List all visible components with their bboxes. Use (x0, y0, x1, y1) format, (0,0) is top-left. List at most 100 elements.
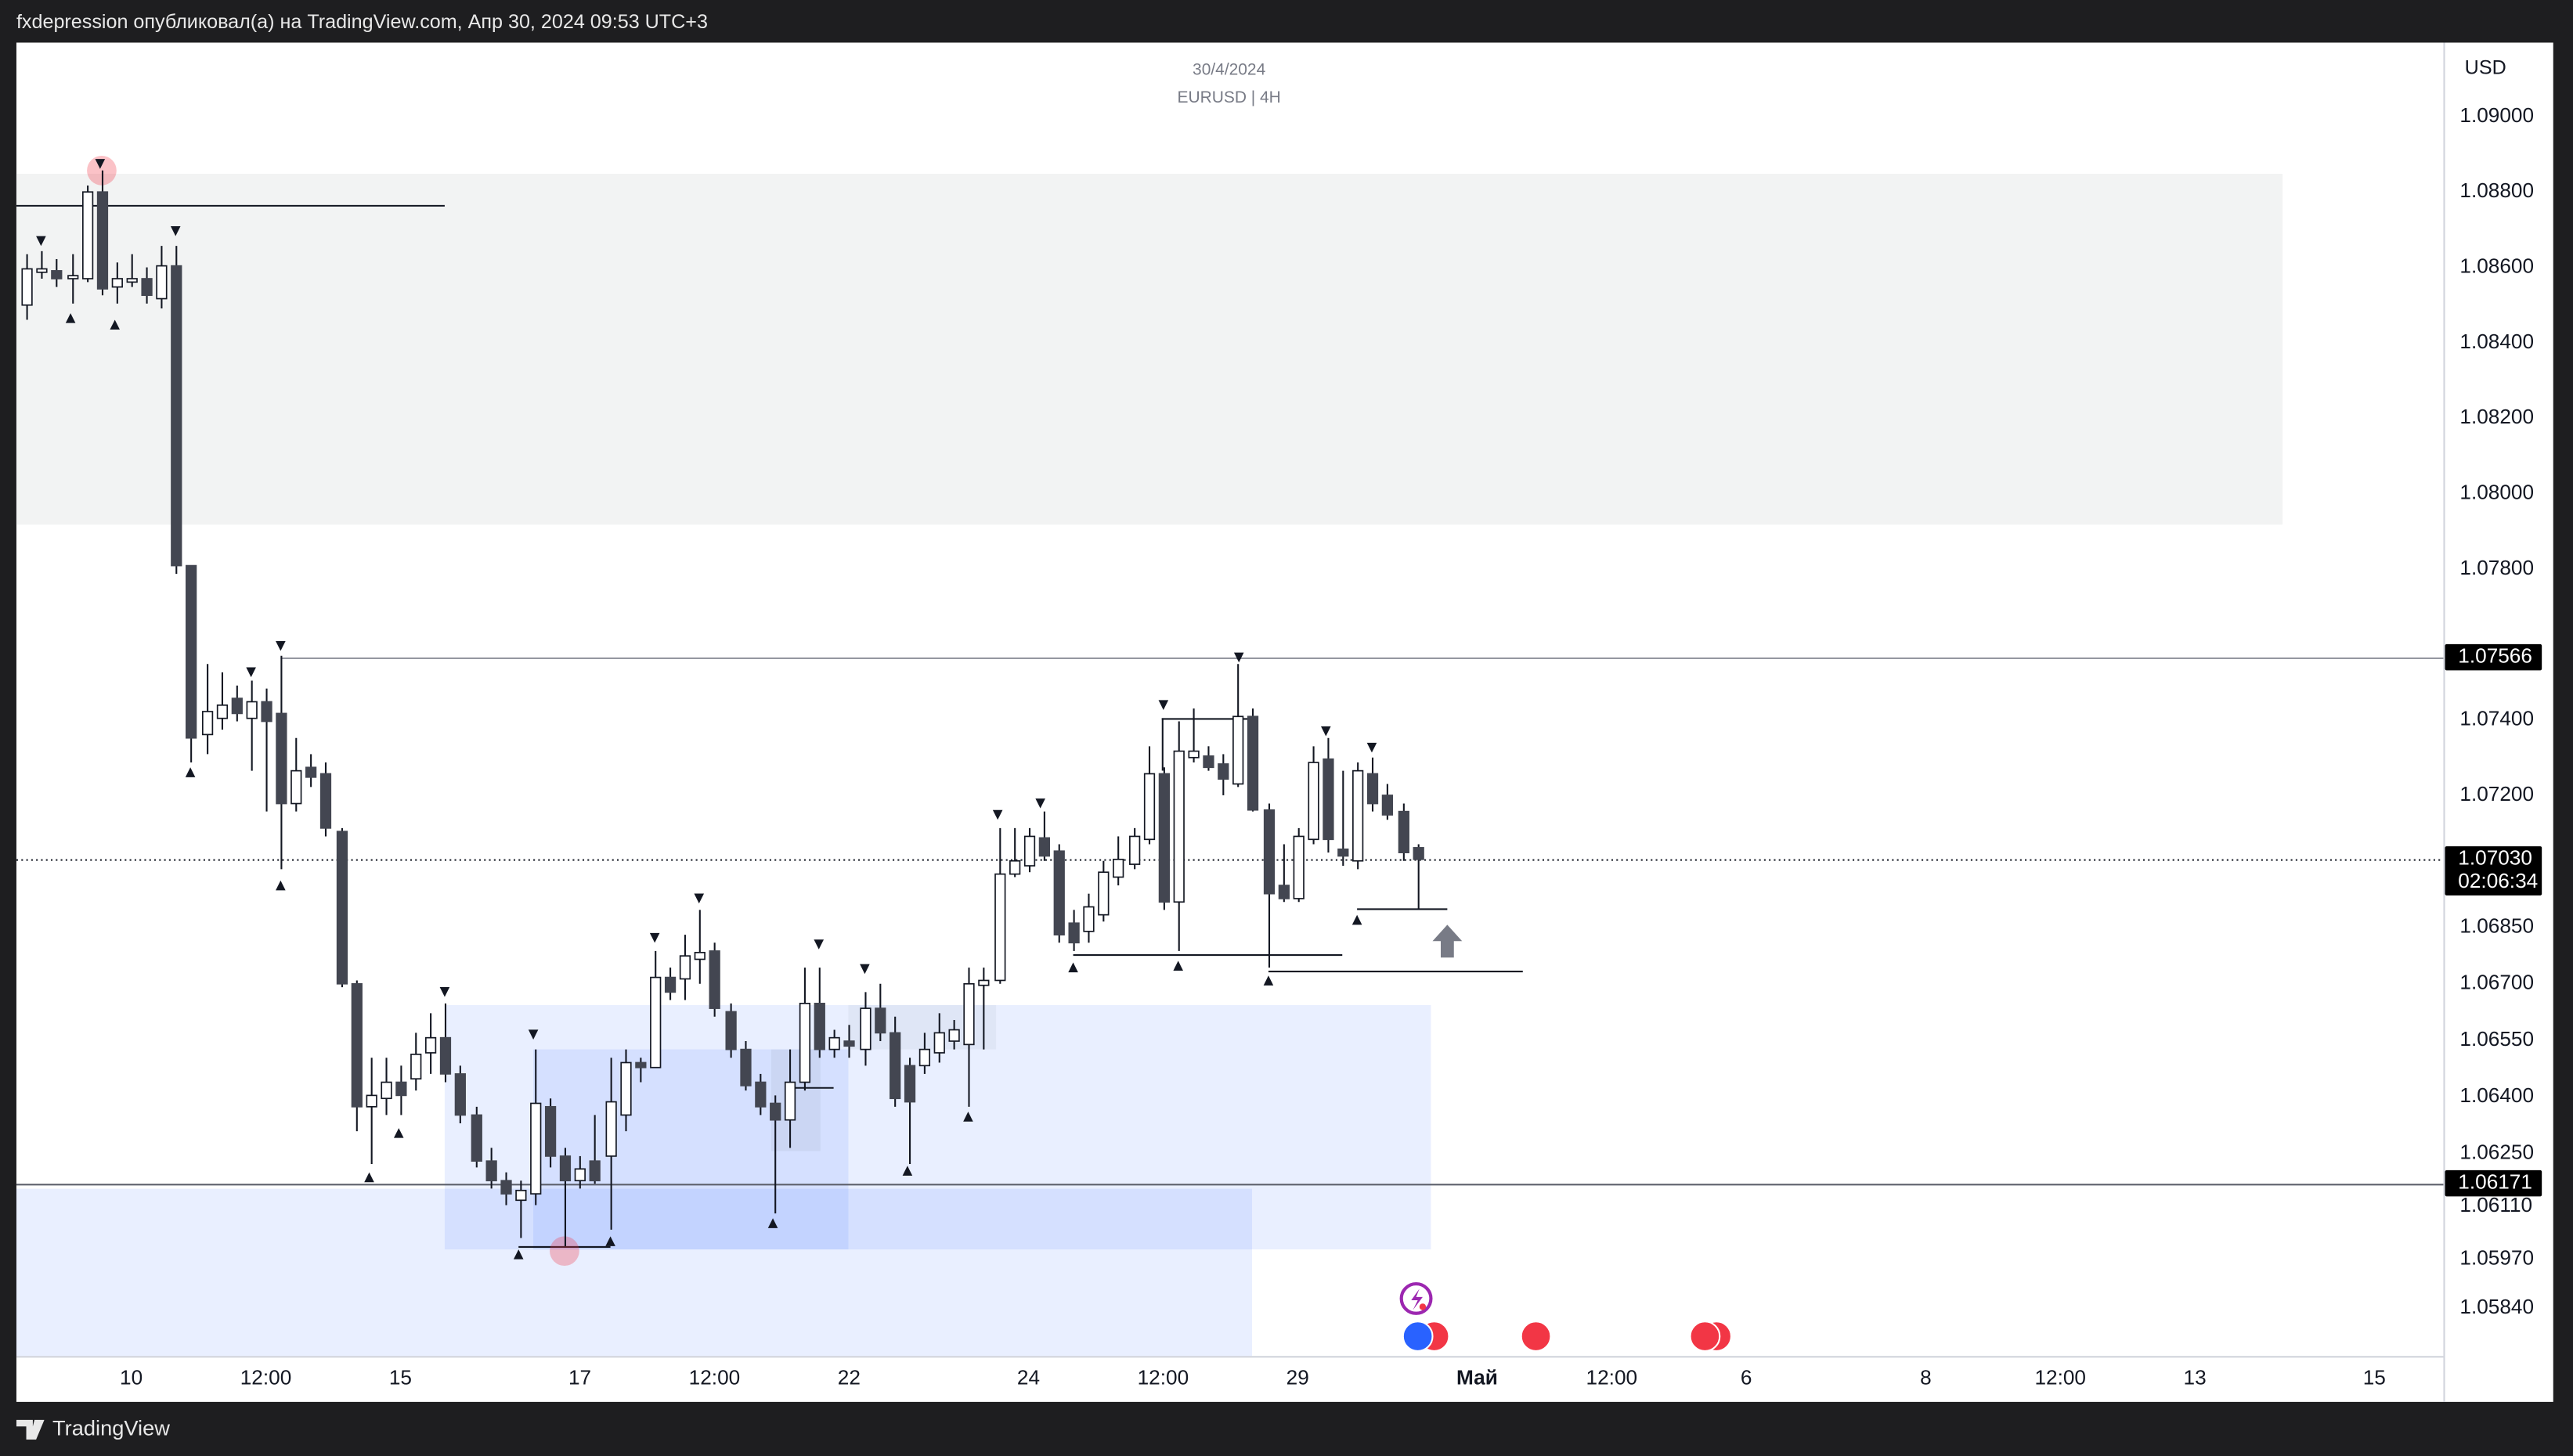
countdown-label: 02:06:34 (2458, 869, 2538, 892)
candle-body (1278, 885, 1290, 899)
x-tick-label: 12:00 (240, 1365, 292, 1389)
x-tick-label: 13 (2184, 1365, 2207, 1389)
fractal-marker (1263, 975, 1274, 986)
candle-body (395, 1081, 407, 1097)
candle-body (890, 1032, 901, 1100)
x-tick-label: Май (1456, 1365, 1498, 1389)
candle-body (530, 1102, 542, 1195)
candle-body (500, 1180, 512, 1195)
candle-body (978, 979, 990, 986)
up-arrow (1432, 924, 1463, 958)
fractal-marker (170, 226, 181, 236)
x-tick-label: 15 (2363, 1365, 2386, 1389)
candle-body (635, 1061, 647, 1069)
x-tick-label: 12:00 (689, 1365, 741, 1389)
candle-body (186, 564, 197, 739)
candle-body (1413, 847, 1424, 860)
candle-body (1129, 835, 1141, 865)
currency-label: USD (2465, 57, 2506, 79)
candle-body (156, 265, 168, 300)
price-badge-label: 1.07566 (2458, 644, 2532, 668)
candle-body (141, 278, 153, 297)
candle-body (1188, 750, 1200, 759)
event-icon (1411, 1288, 1423, 1310)
candle-body (336, 831, 348, 985)
y-tick-label: 1.05840 (2459, 1295, 2534, 1318)
candle-body (319, 773, 332, 829)
candle-body (1068, 922, 1080, 944)
candle-body (843, 1040, 855, 1047)
candle-body (694, 951, 706, 960)
x-tick-label: 8 (1920, 1365, 1932, 1389)
candle-body (1398, 810, 1409, 853)
fractal-marker (860, 964, 870, 975)
fractal-marker (992, 809, 1003, 820)
events (1399, 1281, 1732, 1352)
fractal-marker (902, 1166, 913, 1176)
candle-body (1038, 837, 1051, 857)
candle-body (454, 1073, 466, 1116)
fractal-marker (185, 767, 196, 777)
demand-zone (16, 1188, 1252, 1357)
fractal-marker (1321, 726, 1331, 737)
candle-body (485, 1160, 497, 1182)
candle-body (1218, 763, 1229, 780)
event-icon (1419, 1303, 1427, 1310)
chart-subtitle: 30/4/2024 (1193, 61, 1266, 79)
y-tick-label: 1.08800 (2459, 178, 2534, 202)
candle-body (1009, 860, 1021, 875)
candle-body (36, 268, 48, 273)
y-tick-label: 1.05970 (2459, 1245, 2534, 1269)
supply-zone (16, 174, 2283, 525)
highlight-circle (550, 1236, 579, 1267)
x-tick-label: 10 (120, 1365, 143, 1389)
candle-body (1143, 773, 1156, 841)
candle-body (755, 1081, 767, 1108)
candle-body (1113, 858, 1124, 878)
x-tick-label: 6 (1741, 1365, 1752, 1389)
candle-body (96, 191, 109, 290)
candle-body (471, 1114, 482, 1162)
candle-body (111, 278, 123, 288)
candle-body (1232, 715, 1244, 785)
price-badge (2445, 846, 2542, 896)
candle-body (1203, 755, 1214, 769)
candle-body (948, 1029, 960, 1042)
candle-body (381, 1081, 392, 1100)
candle-body (933, 1032, 945, 1054)
fractal-marker (767, 1218, 778, 1228)
candle-body (1158, 773, 1170, 903)
candle-body (1352, 769, 1364, 862)
candle-body (81, 191, 94, 279)
y-tick-label: 1.09000 (2459, 103, 2534, 127)
candle-body (231, 697, 243, 715)
fractal-marker (246, 667, 256, 678)
candle-body (740, 1048, 752, 1087)
y-tick-label: 1.08000 (2459, 481, 2534, 504)
x-tick-label: 12:00 (1586, 1365, 1638, 1389)
range-box (770, 1049, 821, 1151)
candle-body (21, 268, 33, 306)
fractal-marker (814, 939, 825, 950)
candle-body (216, 704, 229, 719)
fractal-marker (276, 640, 286, 651)
fractal-marker (439, 986, 450, 997)
fractal-marker (95, 159, 106, 169)
y-tick-label: 1.07400 (2459, 707, 2534, 730)
candle-body (1098, 871, 1110, 916)
candle-body (1247, 715, 1259, 811)
y-tick-label: 1.06400 (2459, 1083, 2534, 1107)
y-tick-label: 1.08200 (2459, 405, 2534, 428)
y-tick-label: 1.08400 (2459, 330, 2534, 353)
event-icon (1689, 1321, 1721, 1352)
candle-body (126, 278, 138, 283)
candle-body (1263, 809, 1276, 895)
candle-body (918, 1048, 931, 1067)
fractal-marker (1035, 798, 1045, 809)
candle-body (1323, 758, 1334, 841)
candle-body (709, 950, 720, 1009)
candle-body (1337, 848, 1349, 857)
x-tick-label: 15 (389, 1365, 412, 1389)
